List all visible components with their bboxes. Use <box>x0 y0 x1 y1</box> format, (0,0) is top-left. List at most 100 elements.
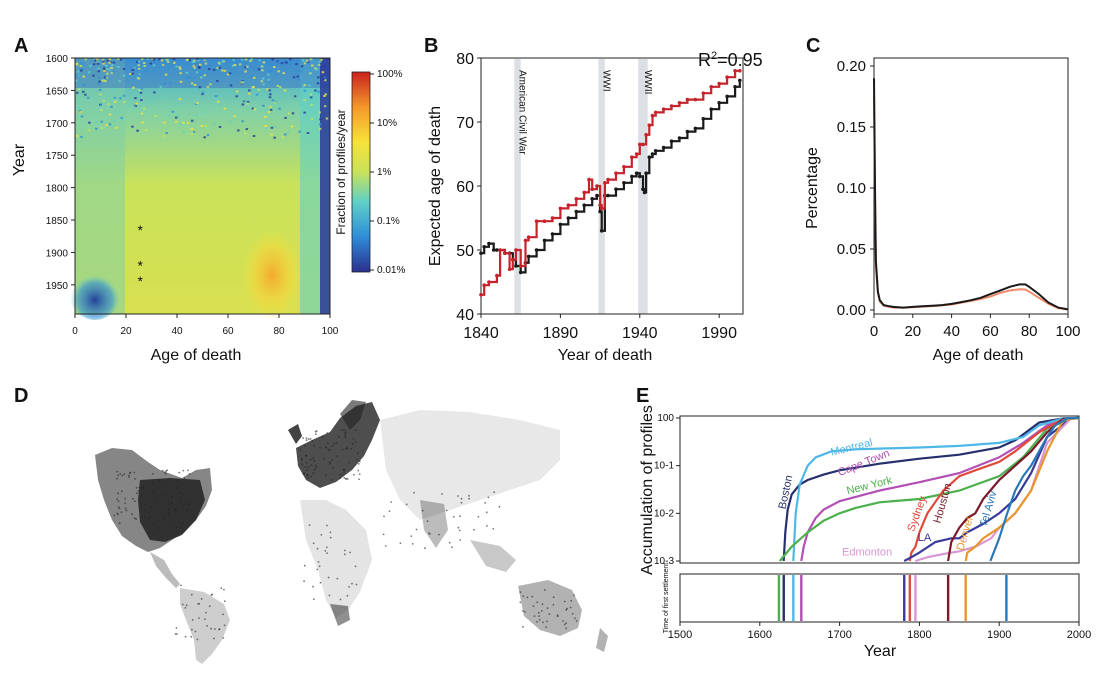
heatmap-cell <box>240 81 243 84</box>
series-line <box>778 416 1080 562</box>
map-point <box>327 442 329 445</box>
heatmap-cell <box>110 71 114 74</box>
map-point <box>325 474 327 477</box>
heatmap-cell <box>313 111 316 114</box>
map-point <box>343 472 346 474</box>
map-point <box>147 518 150 521</box>
heatmap-cell <box>269 93 272 96</box>
map-point <box>178 471 181 474</box>
heatmap-cell <box>323 95 326 97</box>
map-point <box>542 621 544 624</box>
map-point <box>448 541 451 544</box>
series-point <box>669 104 674 108</box>
heatmap-cell <box>324 93 327 96</box>
y-axis-ticks: 1600 1650 1700 1750 1800 1850 1900 1950 <box>46 54 75 292</box>
map-point <box>116 498 118 501</box>
map-point <box>303 564 306 567</box>
panel-letter-a: A <box>14 35 28 57</box>
map-point <box>307 438 310 440</box>
heatmap-cell <box>81 62 85 65</box>
colorbar-tick-label: 0.01% <box>377 265 405 276</box>
heatmap-cell <box>137 67 141 70</box>
heatmap-cell <box>209 83 212 86</box>
heatmap-cell <box>162 134 165 137</box>
heatmap-cell <box>273 66 276 68</box>
map-point <box>426 520 429 522</box>
y-tick-label: 0.20 <box>837 58 866 75</box>
heatmap-cell <box>76 70 80 73</box>
map-point <box>167 503 170 506</box>
heatmap-cell <box>136 61 139 64</box>
heatmap-cell <box>97 82 101 85</box>
map-point <box>208 605 211 608</box>
heatmap-cell <box>221 69 224 72</box>
map-point <box>176 633 178 635</box>
heatmap-cell <box>286 131 290 134</box>
heatmap-cell <box>267 111 270 114</box>
heatmap-cell <box>231 64 235 67</box>
series-point <box>677 101 682 105</box>
map-point <box>390 501 393 503</box>
heatmap-cell <box>266 88 269 91</box>
heatmap-cell <box>164 95 167 98</box>
heatmap-cell <box>201 91 205 94</box>
heatmap-cell <box>176 114 180 117</box>
map-point <box>574 617 576 620</box>
series-point <box>644 133 648 137</box>
series-point <box>622 181 626 185</box>
heatmap-cell <box>102 62 105 65</box>
heatmap-cell <box>134 64 137 67</box>
map-point <box>149 506 152 508</box>
colorbar-ticks: 100% 10% 1% 0.1% 0.01% <box>370 69 405 276</box>
heatmap-cell <box>96 62 100 65</box>
map-point <box>155 499 158 502</box>
heatmap-cell <box>152 69 155 72</box>
heatmap-cell <box>276 84 279 87</box>
map-point <box>125 509 128 512</box>
heatmap-cell <box>84 93 87 96</box>
heatmap-cell <box>199 58 202 61</box>
heatmap-cell <box>206 134 210 137</box>
heatmap-cell <box>263 93 266 96</box>
heatmap-cell <box>146 58 149 60</box>
heatmap-cell <box>180 123 183 126</box>
series-point <box>738 78 742 83</box>
map-point <box>531 595 534 598</box>
heatmap-cell <box>305 59 309 62</box>
map-point <box>451 546 453 549</box>
series-line <box>792 416 1080 562</box>
heatmap-cell <box>323 76 326 79</box>
series-point <box>503 251 507 255</box>
panel-d: D <box>14 385 608 664</box>
map-point <box>176 526 178 529</box>
heatmap-cell <box>317 90 320 93</box>
heatmap-cell <box>267 70 270 73</box>
x-tick-label: 20 <box>120 326 132 337</box>
map-point <box>565 627 568 630</box>
map-point <box>424 547 426 550</box>
heatmap-cell <box>129 72 132 75</box>
heatmap-cell <box>213 122 216 125</box>
heatmap-cell <box>319 118 322 121</box>
map-point <box>341 474 344 477</box>
series-point <box>590 187 594 191</box>
y-axis-label: Accumulation of profiles <box>639 405 656 575</box>
map-point <box>453 516 455 518</box>
heatmap-cell <box>182 121 185 124</box>
series-lines <box>479 69 742 297</box>
heatmap-cell <box>243 101 246 104</box>
heatmap-cell <box>75 91 79 94</box>
heatmap-cell <box>311 64 314 67</box>
x-tick-label: 1840 <box>463 325 499 342</box>
event-band <box>514 59 521 314</box>
series-point <box>650 113 655 118</box>
heatmap-cell <box>79 69 83 72</box>
map-point <box>421 509 424 512</box>
heatmap-cell <box>152 64 156 67</box>
map-point <box>120 511 123 513</box>
map-point <box>301 463 304 465</box>
map-point <box>328 461 331 464</box>
series-point <box>641 187 645 191</box>
heatmap-cell <box>96 58 99 61</box>
y-tick-label: 100 <box>657 413 674 424</box>
